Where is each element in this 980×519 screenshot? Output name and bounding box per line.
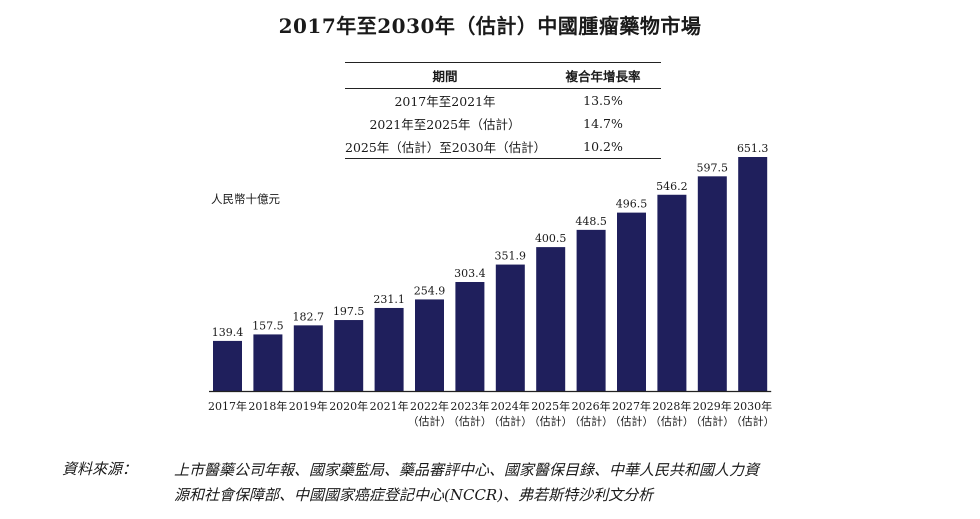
cagr-rate: 13.5% bbox=[583, 93, 623, 108]
x-tick-label: 2019年 bbox=[289, 399, 328, 413]
bar-value-label: 231.1 bbox=[373, 293, 405, 306]
x-tick-label: 2024年 bbox=[491, 399, 530, 413]
bar-value-label: 351.9 bbox=[495, 250, 527, 263]
bar-group bbox=[213, 157, 768, 391]
bar-value-label: 303.4 bbox=[454, 267, 486, 280]
bar-value-label: 139.4 bbox=[212, 326, 244, 339]
source-text: 上市醫藥公司年報、國家藥監局、藥品審評中心、國家醫保目錄、中華人民共和國人力資 … bbox=[174, 458, 954, 508]
x-tick-label: 2017年 bbox=[208, 399, 247, 413]
bar-value-label: 157.5 bbox=[252, 319, 284, 332]
bar-value-label: 546.2 bbox=[656, 180, 688, 193]
x-tick-sublabel: （估計） bbox=[650, 414, 694, 428]
table-row: 2025年（估計）至2030年（估計） 10.2% bbox=[345, 135, 661, 159]
x-tick-sublabel: （估計） bbox=[529, 414, 573, 428]
bar-value-label: 400.5 bbox=[535, 232, 567, 245]
bar-value-label: 651.3 bbox=[737, 142, 769, 155]
cagr-header-period: 期間 bbox=[345, 62, 545, 89]
table-row: 2017年至2021年 13.5% bbox=[345, 89, 661, 113]
bar-2028年 bbox=[657, 194, 687, 391]
bar-2024年 bbox=[495, 264, 525, 391]
source-line-1: 上市醫藥公司年報、國家藥監局、藥品審評中心、國家醫保目錄、中華人民共和國人力資 bbox=[174, 461, 760, 479]
bar-2021年 bbox=[374, 307, 404, 391]
cagr-period: 2017年至2021年 bbox=[394, 94, 496, 109]
value-label-group: 139.4 157.5 182.7 197.5 231.1 254.9 303.4 351.9… bbox=[212, 142, 769, 339]
x-tick-label: 2022年 bbox=[410, 399, 449, 413]
bar-2022年 bbox=[415, 299, 444, 391]
cagr-table-header: 期間 複合年增長率 bbox=[345, 62, 661, 89]
bar-value-label: 254.9 bbox=[414, 284, 446, 297]
x-tick-label: 2030年 bbox=[733, 399, 772, 413]
bar-value-label: 448.5 bbox=[575, 215, 607, 228]
x-tick-sublabel: （估計） bbox=[610, 414, 654, 428]
x-tick-label: 2018年 bbox=[248, 399, 287, 413]
category-label-group: 2017年 2018年 2019年 2020年 2021年 2022年（估計）2023年（… bbox=[208, 399, 775, 428]
cagr-header-rate: 複合年增長率 bbox=[545, 62, 661, 89]
bar-2023年 bbox=[455, 281, 485, 391]
x-tick-label: 2029年 bbox=[693, 399, 732, 413]
x-tick-sublabel: （估計） bbox=[731, 414, 775, 428]
cagr-period: 2025年（估計）至2030年（估計） bbox=[345, 135, 546, 159]
bar-value-label: 597.5 bbox=[697, 161, 729, 174]
table-row: 2021年至2025年（估計） 14.7% bbox=[345, 112, 661, 135]
x-tick-label: 2026年 bbox=[572, 399, 611, 413]
cagr-table: 期間 複合年增長率 2017年至2021年 13.5% 2021年至2025年（… bbox=[345, 62, 661, 159]
bar-2017年 bbox=[213, 340, 242, 391]
x-tick-label: 2027年 bbox=[612, 399, 651, 413]
x-tick-sublabel: （估計） bbox=[488, 414, 532, 428]
bar-value-label: 496.5 bbox=[616, 198, 648, 211]
y-axis-unit-label: 人民幣十億元 bbox=[211, 192, 280, 206]
cagr-period: 2021年至2025年（估計） bbox=[369, 117, 521, 132]
x-tick-label: 2020年 bbox=[329, 399, 368, 413]
bar-2020年 bbox=[334, 320, 364, 391]
x-tick-sublabel: （估計） bbox=[408, 414, 452, 428]
bar-2027年 bbox=[617, 212, 646, 391]
cagr-rate: 10.2% bbox=[545, 135, 661, 159]
source-label: 資料來源： bbox=[62, 460, 138, 478]
bar-2019年 bbox=[293, 325, 323, 391]
bar-2026年 bbox=[576, 229, 606, 391]
chart-title: 2017年至2030年（估計）中國腫瘤藥物市場 bbox=[278, 14, 702, 38]
x-tick-label: 2025年 bbox=[531, 399, 570, 413]
bar-value-label: 182.7 bbox=[293, 310, 325, 323]
bar-value-label: 197.5 bbox=[333, 305, 365, 318]
bar-2018年 bbox=[253, 334, 283, 391]
x-tick-label: 2023年 bbox=[450, 399, 489, 413]
x-tick-label: 2028年 bbox=[652, 399, 691, 413]
x-tick-sublabel: （估計） bbox=[569, 414, 613, 428]
bar-2029年 bbox=[697, 176, 727, 391]
bar-2025年 bbox=[536, 247, 566, 391]
x-tick-label: 2021年 bbox=[370, 399, 409, 413]
bar-2030年 bbox=[738, 157, 768, 391]
cagr-rate: 14.7% bbox=[583, 116, 623, 131]
source-line-2: 源和社會保障部、中國國家癌症登記中心(NCCR)、弗若斯特沙利文分析 bbox=[174, 486, 654, 504]
x-tick-sublabel: （估計） bbox=[448, 414, 492, 428]
x-tick-sublabel: （估計） bbox=[690, 414, 734, 428]
